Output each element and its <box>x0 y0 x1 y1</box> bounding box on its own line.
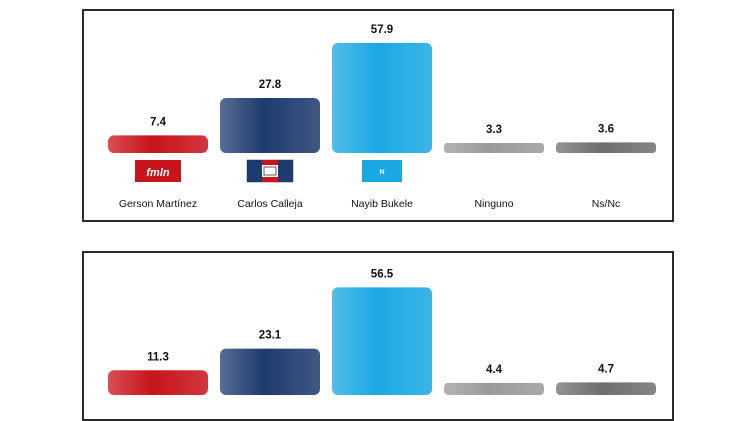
bar-gerson-martinez <box>108 135 208 153</box>
bar-ns-nc <box>556 142 656 153</box>
bar-chart-1: 7.4 Gerson Martínez 27.8 Carlos Calleja 57.9… <box>108 24 656 210</box>
category-label-ninguno: Ninguno <box>474 198 513 210</box>
bar-ns-nc <box>556 382 656 395</box>
value-label-ns-nc: 3.6 <box>598 123 614 135</box>
bar-ninguno <box>444 382 544 395</box>
value-label-ns-nc: 4.7 <box>598 363 614 375</box>
bar-ninguno <box>444 142 544 153</box>
chart-panel-1: 7.4 Gerson Martínez 27.8 Carlos Calleja 57.9… <box>82 9 674 222</box>
chart-panel-2: 11.3 23.1 56.5 4.4 4.7 <box>82 251 674 421</box>
category-label-ns-nc: Ns/Nc <box>592 198 621 210</box>
nuevas-ideas-logo: N <box>362 160 402 182</box>
bar-carlos-calleja <box>220 98 320 153</box>
bar-nayib-bukele <box>332 287 432 395</box>
value-label-ninguno: 4.4 <box>486 364 503 376</box>
value-label-carlos-calleja: 27.8 <box>259 79 282 91</box>
category-label-carlos-calleja: Carlos Calleja <box>237 198 303 210</box>
svg-text:fmln: fmln <box>146 167 170 179</box>
bar-carlos-calleja <box>220 348 320 395</box>
bar-chart-2: 11.3 23.1 56.5 4.4 4.7 <box>108 268 656 395</box>
value-label-nayib-bukele: 56.5 <box>371 268 394 280</box>
category-label-nayib-bukele: Nayib Bukele <box>351 198 413 210</box>
value-label-gerson-martinez: 7.4 <box>150 116 167 128</box>
svg-text:N: N <box>379 169 384 176</box>
value-label-ninguno: 3.3 <box>486 124 502 136</box>
category-label-gerson-martinez: Gerson Martínez <box>119 198 197 210</box>
bar-gerson-martinez <box>108 370 208 395</box>
value-label-gerson-martinez: 11.3 <box>147 351 169 363</box>
arena-logo <box>246 159 294 183</box>
value-label-nayib-bukele: 57.9 <box>371 24 393 36</box>
bar-nayib-bukele <box>332 42 432 153</box>
fmln-logo: fmln <box>135 160 181 182</box>
value-label-carlos-calleja: 23.1 <box>259 330 282 342</box>
